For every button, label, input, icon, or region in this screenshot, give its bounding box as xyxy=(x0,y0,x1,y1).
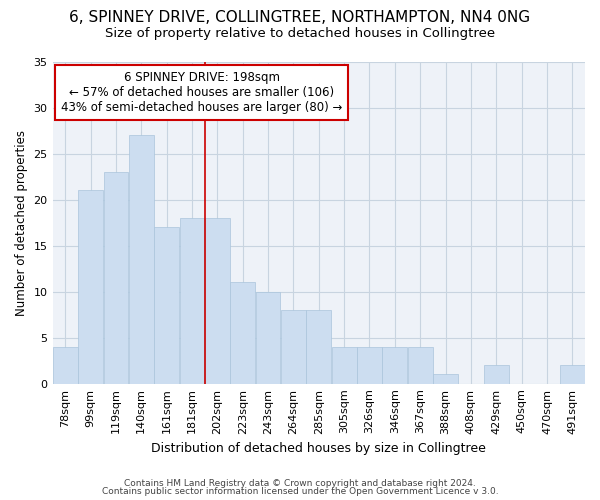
Bar xyxy=(281,310,306,384)
Bar xyxy=(205,218,230,384)
Text: Contains public sector information licensed under the Open Government Licence v : Contains public sector information licen… xyxy=(101,487,499,496)
Bar xyxy=(408,347,433,384)
Bar xyxy=(332,347,356,384)
Bar xyxy=(357,347,382,384)
X-axis label: Distribution of detached houses by size in Collingtree: Distribution of detached houses by size … xyxy=(151,442,486,455)
Bar xyxy=(104,172,128,384)
Bar xyxy=(78,190,103,384)
Text: Size of property relative to detached houses in Collingtree: Size of property relative to detached ho… xyxy=(105,28,495,40)
Bar xyxy=(129,135,154,384)
Bar xyxy=(382,347,407,384)
Bar xyxy=(256,292,280,384)
Text: 6 SPINNEY DRIVE: 198sqm
← 57% of detached houses are smaller (106)
43% of semi-d: 6 SPINNEY DRIVE: 198sqm ← 57% of detache… xyxy=(61,71,343,114)
Bar xyxy=(179,218,205,384)
Bar xyxy=(230,282,255,384)
Bar xyxy=(53,347,77,384)
Bar xyxy=(560,366,585,384)
Text: Contains HM Land Registry data © Crown copyright and database right 2024.: Contains HM Land Registry data © Crown c… xyxy=(124,478,476,488)
Bar xyxy=(484,366,509,384)
Text: 6, SPINNEY DRIVE, COLLINGTREE, NORTHAMPTON, NN4 0NG: 6, SPINNEY DRIVE, COLLINGTREE, NORTHAMPT… xyxy=(70,10,530,25)
Y-axis label: Number of detached properties: Number of detached properties xyxy=(15,130,28,316)
Bar xyxy=(433,374,458,384)
Bar xyxy=(154,227,179,384)
Bar xyxy=(307,310,331,384)
